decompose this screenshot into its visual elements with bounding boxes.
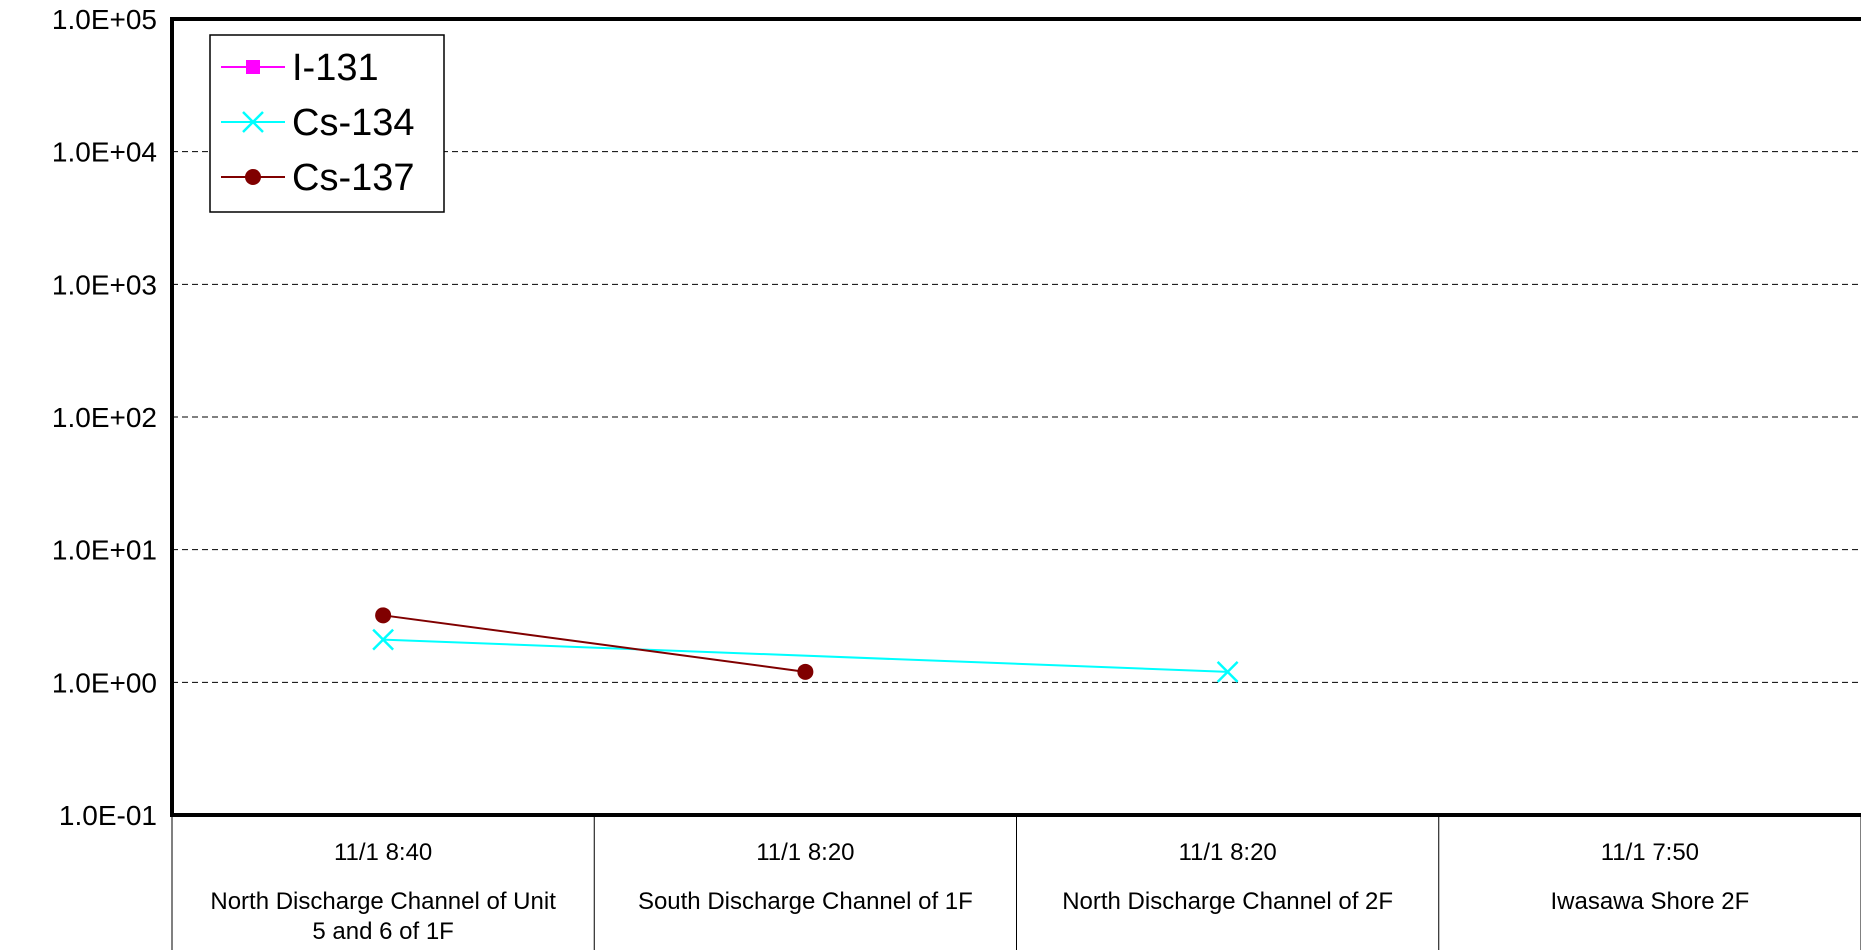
data-point <box>245 169 261 185</box>
x-tick-time-label: 11/1 8:20 <box>756 839 854 866</box>
x-tick-location-label: North Discharge Channel of 2F <box>1062 888 1393 915</box>
x-tick-time-label: 11/1 7:50 <box>1601 839 1699 866</box>
y-tick-label: 1.0E+04 <box>52 137 157 168</box>
x-axis-category-separators <box>171 815 1861 950</box>
data-point <box>246 60 260 74</box>
x-tick-time-label: 11/1 8:20 <box>1178 839 1276 866</box>
y-axis-tick-labels: 1.0E-01 1.0E+00 1.0E+01 1.0E+02 1.0E+03 1.0E+… <box>52 4 157 831</box>
y-tick-label: 1.0E+02 <box>52 402 157 433</box>
data-point <box>375 607 392 624</box>
plot-area-frame <box>170 17 1861 817</box>
series-cs-137 <box>375 607 814 680</box>
x-axis-labels: 11/1 8:40 North Discharge Channel of Unit… <box>210 839 1749 945</box>
series-line-segment <box>383 638 1228 673</box>
y-tick-label: 1.0E+05 <box>52 4 157 35</box>
legend: I-131 Cs-134 Cs-137 <box>209 34 445 213</box>
legend-item-cs-134: Cs-134 <box>221 102 415 144</box>
x-tick-location-label: South Discharge Channel of 1F <box>638 888 973 915</box>
x-tick-location-label: North Discharge Channel of Unit <box>210 888 556 915</box>
data-point-stroke <box>242 111 264 133</box>
data-point-stroke <box>1216 660 1239 683</box>
series-line-segment <box>382 614 806 673</box>
data-point <box>242 111 264 133</box>
y-tick-label: 1.0E+00 <box>52 667 157 698</box>
x-tick-location-label: Iwasawa Shore 2F <box>1550 888 1749 915</box>
grid-lines <box>172 151 1861 683</box>
legend-label: Cs-137 <box>292 157 415 199</box>
series-cs-134 <box>372 628 1239 683</box>
legend-item-cs-137: Cs-137 <box>221 157 415 199</box>
y-tick-label: 1.0E+03 <box>52 269 157 300</box>
data-point-stroke <box>372 628 395 651</box>
data-point <box>797 663 814 680</box>
legend-label: I-131 <box>292 47 379 89</box>
series-layer <box>372 607 1239 683</box>
y-tick-label: 1.0E+01 <box>52 535 157 566</box>
data-point <box>1216 660 1239 683</box>
legend-label: Cs-134 <box>292 102 415 144</box>
x-tick-location-label: 5 and 6 of 1F <box>312 918 453 945</box>
data-point <box>372 628 395 651</box>
y-tick-label: 1.0E-01 <box>59 800 157 831</box>
legend-item-i-131: I-131 <box>221 47 379 89</box>
x-tick-time-label: 11/1 8:40 <box>334 839 432 866</box>
